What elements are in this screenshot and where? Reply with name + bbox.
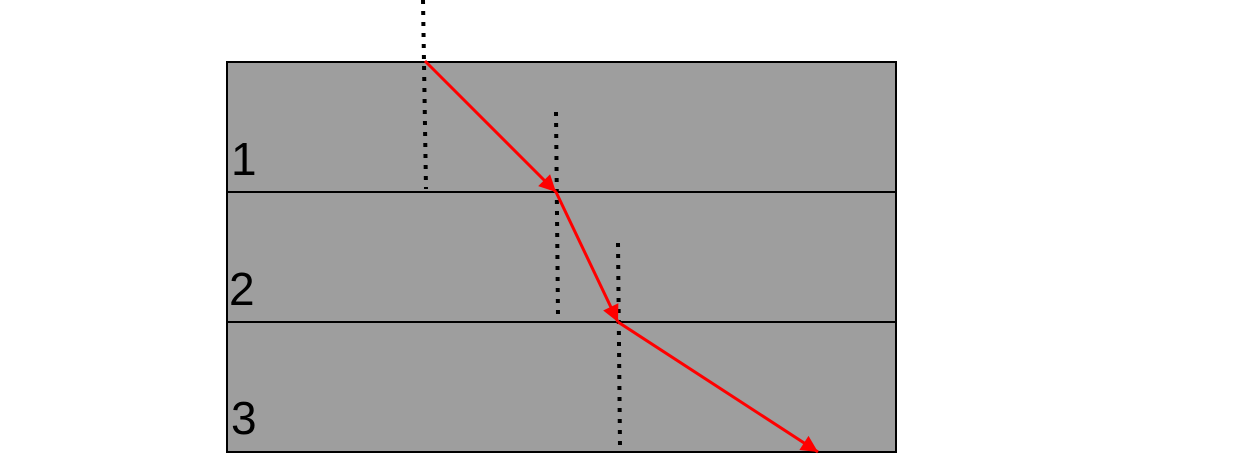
ray-segment-3 — [617, 320, 819, 454]
layer-1 — [226, 61, 897, 193]
normal-line-1 — [421, 0, 428, 190]
layer-3-label: 3 — [231, 392, 257, 444]
normal-line-3 — [616, 242, 622, 448]
ray-segment-1 — [423, 59, 558, 194]
layer-3 — [226, 321, 897, 453]
layer-2-label: 2 — [229, 263, 255, 315]
ray-segment-2 — [554, 191, 620, 323]
normal-line-2 — [554, 111, 560, 317]
layer-1-label: 1 — [231, 133, 257, 185]
layer-2 — [226, 191, 897, 323]
